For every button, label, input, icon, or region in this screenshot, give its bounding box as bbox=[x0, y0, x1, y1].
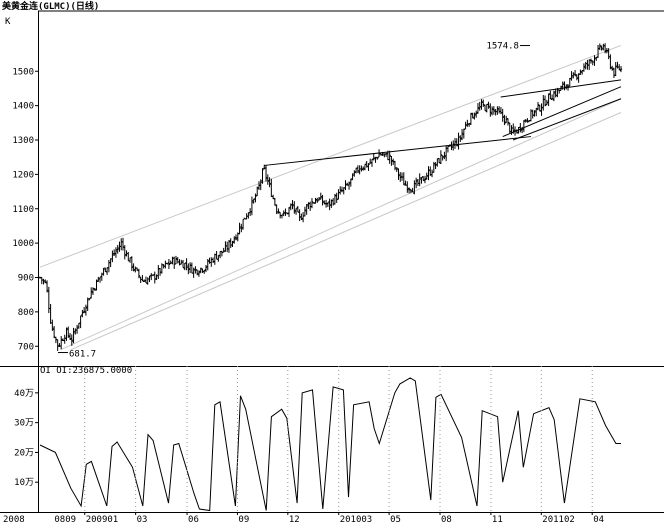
oi-y-ticks: 10万 20万 30万 40万 bbox=[14, 389, 38, 488]
oi-panel-title: OI OI:236875.0000 bbox=[40, 366, 132, 376]
price-y-tick-label: 1100 bbox=[12, 205, 34, 215]
trendline bbox=[264, 136, 532, 166]
x-tick-label: 05 bbox=[390, 515, 401, 523]
price-trendlines bbox=[39, 45, 622, 351]
x-tick-label: 12 bbox=[289, 515, 300, 523]
x-axis-ticks: 2008 0809 200901 03 06 09 12 201003 05 08 11 201102… bbox=[3, 366, 604, 523]
channel-line bbox=[39, 45, 622, 268]
price-y-tick-label: 800 bbox=[18, 308, 34, 318]
oi-series-line bbox=[39, 377, 621, 512]
price-y-tick-label: 1300 bbox=[12, 136, 34, 146]
x-tick-label: 03 bbox=[137, 515, 148, 523]
price-y-tick-label: 1500 bbox=[12, 67, 34, 77]
channel-line bbox=[70, 112, 622, 351]
oi-y-tick-label: 40万 bbox=[14, 389, 34, 399]
price-y-tick-label: 1000 bbox=[12, 239, 34, 249]
x-tick-label: 201003 bbox=[340, 515, 373, 523]
price-y-ticks: 700 800 900 1000 1100 1200 1300 1400 1500 bbox=[12, 67, 38, 352]
price-y-tick-label: 700 bbox=[18, 342, 34, 352]
price-annotations: 681.7 1574.8 bbox=[57, 42, 530, 360]
oi-y-tick-label: 10万 bbox=[14, 478, 34, 488]
price-y-tick-label: 900 bbox=[18, 274, 34, 284]
x-tick-label: 06 bbox=[188, 515, 199, 523]
price-y-tick-label: 1400 bbox=[12, 102, 34, 112]
x-tick-label: 04 bbox=[593, 515, 604, 523]
x-tick-label: 09 bbox=[238, 515, 249, 523]
high-marker-label: 1574.8 bbox=[486, 42, 519, 52]
price-bars bbox=[38, 43, 623, 351]
low-marker-label: 681.7 bbox=[69, 350, 96, 360]
x-tick-label: 08 bbox=[441, 515, 452, 523]
channel-line bbox=[60, 98, 622, 351]
price-axis-unit: K bbox=[5, 17, 11, 27]
x-tick-label: 200901 bbox=[86, 515, 119, 523]
x-tick-label: 2008 bbox=[3, 515, 25, 523]
open-interest-panel: OI OI:236875.0000 10万 20万 30万 40万 bbox=[14, 366, 621, 512]
price-panel: 美黄金连(GLMC)(日线) K 700 800 900 1000 1100 1200 13… bbox=[2, 0, 664, 366]
trendline bbox=[512, 98, 622, 141]
x-tick-label: 11 bbox=[492, 515, 503, 523]
price-panel-title: 美黄金连(GLMC)(日线) bbox=[2, 0, 99, 12]
price-y-tick-label: 1200 bbox=[12, 170, 34, 180]
oi-y-tick-label: 20万 bbox=[14, 448, 34, 458]
x-tick-label: 201102 bbox=[542, 515, 575, 523]
x-tick-label: 0809 bbox=[54, 515, 76, 523]
oi-y-tick-label: 30万 bbox=[14, 419, 34, 429]
